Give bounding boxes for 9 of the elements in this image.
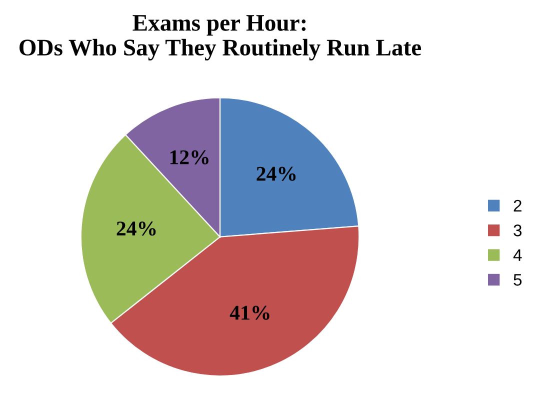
legend-label: 4 <box>513 249 522 261</box>
legend-label: 3 <box>514 224 522 236</box>
legend-label: 2 <box>514 200 522 212</box>
data-label: 24% <box>256 166 296 181</box>
data-label: 12% <box>170 150 208 164</box>
data-label: 41% <box>230 306 270 320</box>
chart-title: Exams per Hour: ODs Who Say They Routinely Run Late <box>20 15 422 60</box>
data-label: 24% <box>116 222 156 236</box>
legend-label: 5 <box>514 274 522 286</box>
